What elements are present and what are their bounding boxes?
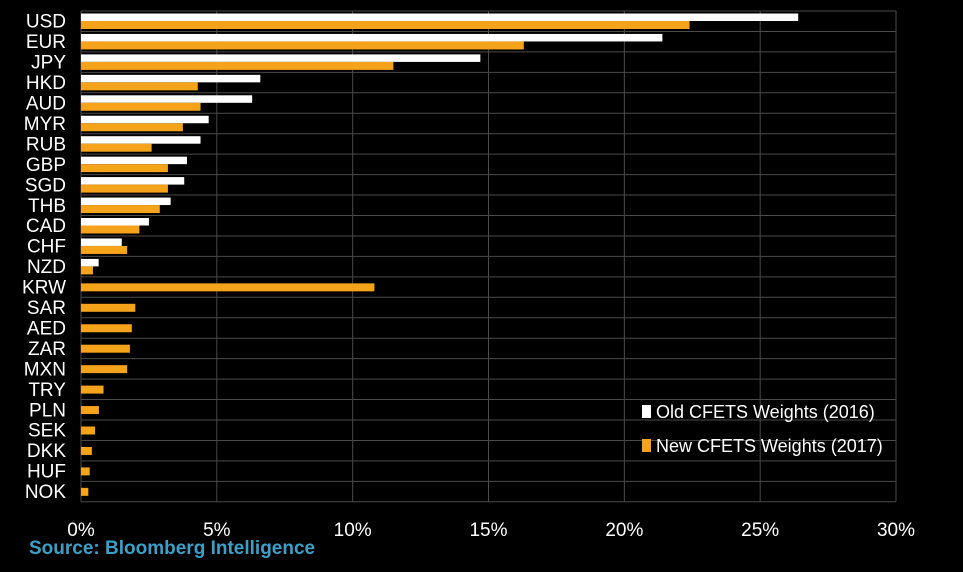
bar-new-eur: [81, 41, 524, 50]
category-label: CHF: [27, 237, 66, 258]
bar-old-thb: [81, 197, 171, 206]
category-label: TRY: [28, 380, 66, 401]
legend-swatch: [642, 439, 651, 452]
bars: [81, 13, 799, 496]
bar-new-thb: [81, 205, 160, 214]
bar-old-rub: [81, 136, 201, 144]
bar-new-sgd: [81, 184, 168, 193]
category-label: THB: [28, 196, 66, 217]
gridlines: [80, 10, 897, 503]
category-label: JPY: [31, 53, 66, 74]
x-tick-label: 20%: [605, 520, 643, 541]
category-label: PLN: [29, 400, 66, 421]
x-tick-label: 25%: [741, 520, 779, 541]
x-tick-label: 10%: [334, 520, 372, 541]
category-label: GBP: [26, 155, 66, 176]
x-tick-label: 30%: [877, 520, 915, 541]
category-label: NZD: [27, 257, 66, 278]
category-labels: USDEURJPYHKDAUDMYRRUBGBPSGDTHBCADCHFNZDK…: [22, 12, 66, 503]
category-label: SAR: [27, 298, 66, 319]
bar-new-krw: [81, 283, 375, 292]
bar-new-rub: [81, 143, 152, 152]
bar-old-cad: [81, 218, 149, 226]
bar-old-jpy: [81, 54, 481, 62]
bar-old-myr: [81, 115, 209, 124]
bar-new-aud: [81, 102, 201, 111]
x-tick-label: 0%: [67, 520, 95, 541]
x-tick-labels: 0% 5% 10% 15% 20% 25% 30%: [67, 520, 915, 541]
bar-old-nzd: [81, 258, 99, 267]
category-label: EUR: [26, 32, 66, 53]
category-label: KRW: [22, 278, 66, 299]
bar-new-nok: [81, 487, 89, 496]
bar-new-aed: [81, 324, 132, 333]
bar-new-gbp: [81, 164, 168, 173]
bar-new-mxn: [81, 365, 128, 374]
bar-old-hkd: [81, 74, 261, 83]
category-label: AED: [27, 318, 66, 339]
bar-new-jpy: [81, 61, 394, 70]
category-label: MXN: [24, 359, 66, 380]
bar-new-dkk: [81, 446, 92, 455]
category-label: NOK: [25, 482, 67, 503]
category-label: AUD: [26, 94, 66, 115]
bar-new-pln: [81, 406, 99, 415]
bar-new-sar: [81, 303, 136, 312]
x-tick-label: 5%: [203, 520, 231, 541]
category-label: USD: [26, 12, 66, 33]
bar-new-sek: [81, 426, 96, 435]
category-label: HKD: [26, 73, 66, 94]
bar-new-cad: [81, 225, 140, 234]
bar-new-chf: [81, 245, 128, 254]
bar-new-try: [81, 385, 104, 394]
bar-new-zar: [81, 344, 130, 353]
legend: Old CFETS Weights (2016) New CFETS Weight…: [642, 402, 883, 456]
bar-new-myr: [81, 123, 183, 132]
category-label: SEK: [28, 421, 66, 442]
bar-old-eur: [81, 33, 663, 42]
bar-old-aud: [81, 95, 253, 103]
category-label: DKK: [27, 441, 66, 462]
category-label: ZAR: [28, 339, 66, 360]
source-note: Source: Bloomberg Intelligence: [29, 538, 316, 559]
legend-label: New CFETS Weights (2017): [656, 436, 883, 456]
x-tick-label: 15%: [469, 520, 507, 541]
bar-new-usd: [81, 21, 690, 29]
bar-old-usd: [81, 13, 799, 21]
bar-new-nzd: [81, 266, 93, 275]
category-label: CAD: [26, 216, 66, 237]
legend-label: Old CFETS Weights (2016): [656, 402, 875, 422]
bar-old-gbp: [81, 156, 187, 165]
category-label: MYR: [24, 114, 66, 135]
bar-new-huf: [81, 467, 90, 476]
category-label: RUB: [26, 134, 66, 155]
bar-new-hkd: [81, 82, 198, 91]
bar-old-chf: [81, 238, 122, 246]
category-label: HUF: [27, 462, 66, 483]
legend-swatch: [642, 405, 651, 418]
category-label: SGD: [25, 175, 66, 196]
bar-old-sgd: [81, 177, 185, 185]
